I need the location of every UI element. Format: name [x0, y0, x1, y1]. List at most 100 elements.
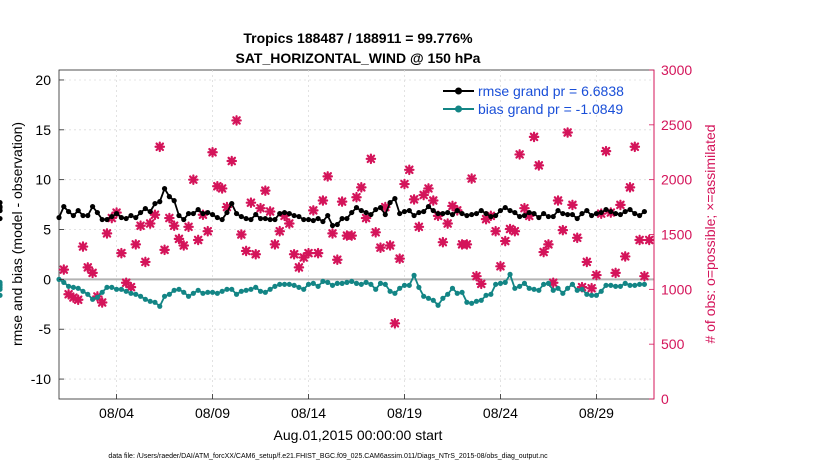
rmse-point-89 — [483, 211, 488, 216]
obs-point-22 — [165, 214, 173, 222]
x-tick-label-3: 08/19 — [387, 405, 422, 421]
bias-point-97 — [522, 281, 527, 286]
rmse-point-53 — [311, 218, 316, 223]
rmse-point-42 — [258, 216, 263, 221]
bias-point-58 — [335, 281, 340, 286]
rmse-point-39 — [244, 216, 249, 221]
obs-point-117 — [621, 252, 629, 260]
rmse-point-96 — [517, 214, 522, 219]
bias-point-68 — [383, 282, 388, 287]
obs-point-45 — [276, 227, 284, 235]
rmse-point-93 — [503, 205, 508, 210]
bias-point-57 — [330, 283, 335, 288]
obs-point-15 — [132, 240, 140, 248]
rmse-point-127 — [0, 216, 3, 221]
rmse-point-22 — [162, 186, 167, 191]
rmse-point-40 — [248, 217, 253, 222]
obs-point-119 — [631, 143, 639, 151]
rmse-point-20 — [152, 201, 157, 206]
obs-point-44 — [271, 240, 279, 248]
y-right-tick-label-0: 0 — [661, 391, 669, 407]
bias-point-20 — [152, 300, 157, 305]
rmse-point-28 — [191, 211, 196, 216]
obs-point-41 — [256, 204, 264, 212]
y-tick-label-6: 20 — [35, 72, 51, 88]
rmse-point-19 — [148, 209, 153, 214]
bias-point-85 — [464, 300, 469, 305]
rmse-point-2 — [66, 209, 71, 214]
bias-point-16 — [133, 292, 138, 297]
rmse-point-32 — [210, 212, 215, 217]
obs-point-36 — [232, 116, 240, 124]
y-tick-label-1: -5 — [39, 321, 52, 337]
obs-point-94 — [511, 227, 519, 235]
obs-point-71 — [400, 180, 408, 188]
rmse-point-79 — [435, 211, 440, 216]
plot-area — [59, 70, 654, 399]
bias-point-19 — [148, 299, 153, 304]
bias-point-112 — [594, 293, 599, 298]
rmse-point-47 — [282, 210, 287, 215]
obs-point-87 — [477, 280, 485, 288]
bias-point-31 — [205, 290, 210, 295]
rmse-point-64 — [363, 210, 368, 215]
rmse-point-70 — [392, 196, 397, 201]
obs-point-60 — [348, 231, 356, 239]
rmse-point-116 — [613, 211, 618, 216]
bias-point-86 — [469, 301, 474, 306]
rmse-point-4 — [76, 208, 81, 213]
rmse-point-82 — [450, 212, 455, 217]
bias-point-96 — [517, 284, 522, 289]
obs-point-86 — [472, 272, 480, 280]
bias-point-89 — [483, 293, 488, 298]
obs-point-85 — [467, 174, 475, 182]
bias-point-91 — [493, 282, 498, 287]
rmse-point-54 — [316, 216, 321, 221]
obs-point-98 — [530, 133, 538, 141]
y-right-tick-label-6: 3000 — [661, 62, 692, 78]
bias-point-38 — [239, 289, 244, 294]
x-tick-label-5: 08/29 — [579, 405, 614, 421]
bias-point-37 — [234, 292, 239, 297]
obs-point-33 — [218, 184, 226, 192]
rmse-point-98 — [527, 210, 532, 215]
rmse-point-48 — [287, 211, 292, 216]
obs-point-49 — [295, 263, 303, 271]
rmse-point-74 — [411, 213, 416, 218]
rmse-point-11 — [109, 214, 114, 219]
obs-point-115 — [611, 269, 619, 277]
bias-point-95 — [512, 286, 517, 291]
obs-point-25 — [180, 241, 188, 249]
obs-point-109 — [583, 258, 591, 266]
obs-point-0 — [60, 265, 68, 273]
bias-point-42 — [258, 289, 263, 294]
y-right-axis-label: # of obs: o=possible; ×=assimilated — [702, 124, 718, 343]
rmse-point-25 — [176, 213, 181, 218]
bias-point-83 — [455, 291, 460, 296]
bias-point-104 — [555, 286, 560, 291]
rmse-point-107 — [570, 212, 575, 217]
rmse-point-8 — [95, 210, 100, 215]
x-tick-label-2: 08/14 — [291, 405, 326, 421]
bias-point-124 — [0, 293, 3, 298]
bias-point-60 — [344, 280, 349, 285]
rmse-point-122 — [642, 209, 647, 214]
obs-point-90 — [491, 227, 499, 235]
rmse-point-100 — [536, 215, 541, 220]
rmse-point-118 — [623, 209, 628, 214]
x-tick-label-1: 08/09 — [195, 405, 230, 421]
rmse-point-46 — [277, 211, 282, 216]
obs-point-111 — [592, 271, 600, 279]
rmse-point-5 — [80, 213, 85, 218]
chart-title: Tropics 188487 / 188911 = 99.776% — [243, 30, 473, 46]
rmse-point-105 — [560, 211, 565, 216]
bias-point-1 — [61, 280, 66, 285]
bias-point-70 — [392, 291, 397, 296]
rmse-point-49 — [292, 213, 297, 218]
bias-point-36 — [229, 287, 234, 292]
bias-point-28 — [191, 291, 196, 296]
bias-point-47 — [282, 282, 287, 287]
legend-bias-label: bias grand pr = -1.0849 — [478, 101, 623, 117]
rmse-point-55 — [320, 219, 325, 224]
